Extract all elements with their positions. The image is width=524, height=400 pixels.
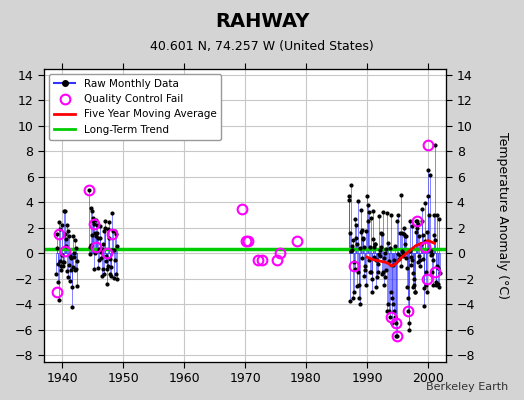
- Text: 40.601 N, 74.257 W (United States): 40.601 N, 74.257 W (United States): [150, 40, 374, 53]
- Y-axis label: Temperature Anomaly (°C): Temperature Anomaly (°C): [496, 132, 509, 298]
- Text: Berkeley Earth: Berkeley Earth: [426, 382, 508, 392]
- Text: RAHWAY: RAHWAY: [215, 12, 309, 31]
- Legend: Raw Monthly Data, Quality Control Fail, Five Year Moving Average, Long-Term Tren: Raw Monthly Data, Quality Control Fail, …: [49, 74, 222, 140]
